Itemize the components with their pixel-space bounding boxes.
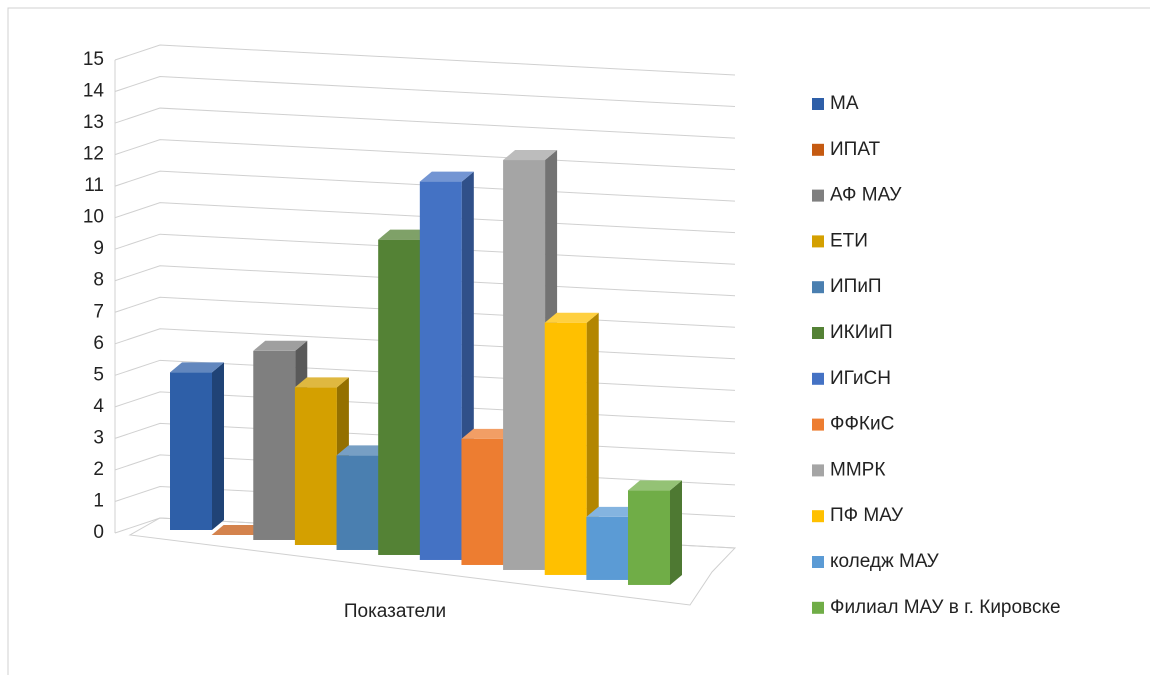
bar-top bbox=[294, 377, 349, 388]
legend-swatch bbox=[812, 418, 824, 431]
legend-swatch bbox=[812, 372, 824, 385]
bar-top bbox=[419, 171, 474, 182]
legend-label: МА bbox=[830, 93, 859, 114]
y-tick-label: 14 bbox=[83, 81, 105, 102]
legend-label: ИПиП bbox=[830, 276, 882, 297]
legend-swatch bbox=[812, 464, 824, 477]
legend-swatch bbox=[812, 189, 824, 202]
bar-top bbox=[336, 445, 391, 456]
bar-top bbox=[503, 150, 558, 161]
bar bbox=[586, 516, 629, 580]
bar-top bbox=[253, 340, 308, 351]
y-tick-label: 8 bbox=[93, 270, 104, 291]
y-tick-label: 0 bbox=[93, 522, 104, 543]
y-tick-label: 3 bbox=[93, 427, 104, 448]
legend-label: ИГиСН bbox=[830, 368, 891, 389]
legend-swatch bbox=[812, 601, 824, 614]
x-tick-label: Показатели bbox=[344, 601, 446, 622]
bar bbox=[503, 160, 546, 570]
grid-line bbox=[114, 139, 736, 171]
y-tick-label: 10 bbox=[83, 207, 104, 228]
bar bbox=[170, 372, 212, 530]
bar bbox=[253, 350, 296, 540]
chart-border bbox=[7, 7, 1150, 675]
y-tick-label: 1 bbox=[93, 490, 104, 511]
bar bbox=[461, 438, 504, 565]
bar-top bbox=[170, 362, 224, 373]
bar bbox=[628, 490, 670, 585]
legend-label: ПФ МАУ bbox=[830, 505, 904, 526]
legend-label: ИПАТ bbox=[830, 139, 881, 160]
y-tick-label: 5 bbox=[93, 364, 104, 385]
bar-top bbox=[628, 480, 682, 491]
y-tick-label: 4 bbox=[93, 396, 104, 417]
bar bbox=[294, 387, 337, 545]
bar-side bbox=[212, 362, 224, 530]
y-tick-label: 2 bbox=[93, 459, 104, 480]
legend-swatch bbox=[812, 281, 824, 294]
bar-top bbox=[544, 312, 599, 323]
legend-swatch bbox=[812, 510, 824, 523]
bar bbox=[378, 239, 421, 555]
legend-swatch bbox=[812, 98, 824, 110]
grid-line bbox=[114, 76, 736, 108]
legend-label: ИКИиП bbox=[830, 322, 893, 343]
legend-swatch bbox=[812, 235, 824, 248]
legend-swatch bbox=[812, 143, 824, 156]
legend-label: ФФКиС bbox=[830, 414, 894, 435]
y-tick-label: 12 bbox=[83, 144, 104, 165]
legend-label: Филиал МАУ в г. Кировске bbox=[830, 597, 1061, 618]
legend-label: АФ МАУ bbox=[830, 185, 902, 206]
legend-label: ЕТИ bbox=[830, 230, 868, 251]
grid-line bbox=[114, 107, 736, 139]
grid-line bbox=[114, 44, 736, 76]
y-tick-label: 13 bbox=[83, 112, 104, 133]
y-tick-label: 9 bbox=[93, 238, 104, 259]
bar-top bbox=[586, 506, 641, 517]
legend-swatch bbox=[812, 327, 824, 339]
y-tick-label: 15 bbox=[83, 49, 104, 70]
y-tick-label: 6 bbox=[93, 333, 104, 354]
legend-label: ММРК bbox=[830, 459, 885, 480]
bar bbox=[544, 322, 587, 575]
y-tick-label: 7 bbox=[93, 301, 104, 322]
bar-top bbox=[461, 428, 516, 439]
bar-top bbox=[378, 229, 433, 240]
bar bbox=[419, 181, 462, 560]
bar-side bbox=[670, 480, 682, 585]
legend-swatch bbox=[812, 556, 824, 568]
bar-top bbox=[211, 524, 266, 535]
y-tick-label: 11 bbox=[84, 175, 104, 196]
bar bbox=[336, 455, 379, 550]
legend-label: коледж МАУ bbox=[830, 551, 940, 572]
